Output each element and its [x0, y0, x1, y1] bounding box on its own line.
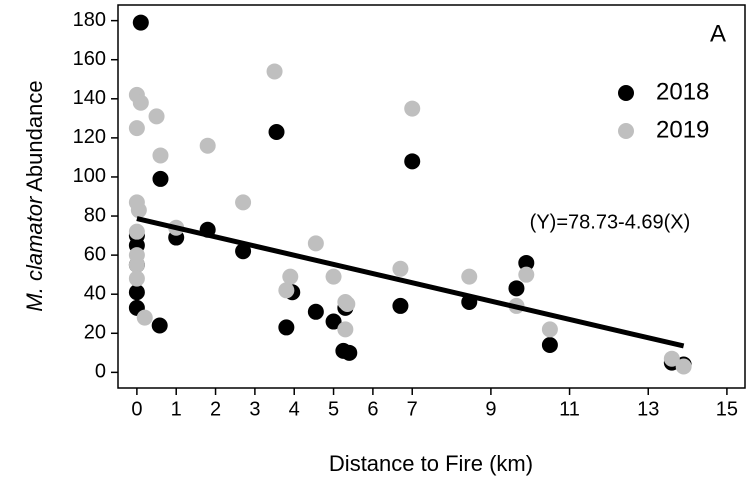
data-point — [541, 321, 558, 338]
data-point — [282, 268, 299, 285]
data-point — [132, 14, 149, 31]
legend-label: 2018 — [656, 78, 709, 105]
data-point — [148, 108, 165, 125]
data-point — [518, 266, 535, 283]
data-point — [128, 284, 145, 301]
y-tick-label: 120 — [73, 126, 106, 148]
data-point — [278, 319, 295, 336]
x-tick-label: 11 — [559, 398, 580, 420]
data-point — [325, 313, 342, 330]
data-point — [151, 317, 168, 334]
x-tick-label: 3 — [249, 398, 260, 420]
legend-label: 2019 — [656, 116, 709, 143]
data-point — [152, 170, 169, 187]
data-point — [663, 350, 680, 367]
data-point — [136, 309, 153, 326]
data-point — [307, 235, 324, 252]
data-point — [278, 282, 295, 299]
data-point — [268, 124, 285, 141]
data-point — [518, 254, 535, 271]
legend-marker — [618, 85, 634, 101]
y-tick-label: 80 — [84, 204, 106, 226]
data-point — [307, 303, 324, 320]
y-tick-label: 0 — [95, 361, 106, 383]
data-point — [128, 256, 145, 273]
panel-label: A — [710, 20, 726, 47]
x-tick-label: 0 — [131, 398, 142, 420]
y-tick-label: 140 — [73, 87, 106, 109]
data-point — [461, 268, 478, 285]
data-point — [404, 153, 421, 170]
data-point — [337, 321, 354, 338]
annotation: (Y)=78.73-4.69(X) — [530, 211, 691, 233]
x-axis-label: Distance to Fire (km) — [329, 451, 533, 476]
data-point — [128, 223, 145, 240]
fit-line — [136, 216, 685, 349]
y-axis-label: M. clamator Abundance — [22, 80, 47, 311]
legend-marker — [618, 123, 634, 139]
x-tick-label: 7 — [407, 398, 418, 420]
x-tick-label: 15 — [716, 398, 738, 420]
data-point — [541, 337, 558, 354]
x-tick-label: 4 — [289, 398, 300, 420]
y-tick-label: 160 — [73, 48, 106, 70]
data-point — [199, 137, 216, 154]
x-tick-label: 1 — [171, 398, 182, 420]
y-tick-label: 20 — [84, 322, 106, 344]
data-point — [508, 280, 525, 297]
x-tick-label: 5 — [328, 398, 339, 420]
data-point — [128, 120, 145, 137]
x-tick-label: 13 — [637, 398, 659, 420]
x-tick-label: 2 — [210, 398, 221, 420]
x-tick-label: 6 — [367, 398, 378, 420]
data-point — [266, 63, 283, 80]
data-point — [235, 194, 252, 211]
y-tick-label: 100 — [73, 165, 106, 187]
data-point — [128, 270, 145, 287]
y-tick-label: 180 — [73, 9, 106, 31]
data-point — [404, 100, 421, 117]
data-point — [325, 268, 342, 285]
data-point — [132, 94, 149, 111]
plot-frame — [117, 4, 746, 389]
y-axis-label-italic: M. clamator — [22, 195, 47, 312]
data-point — [130, 202, 147, 219]
y-axis-label-rest: Abundance — [22, 80, 47, 191]
data-point — [392, 260, 409, 277]
data-point — [339, 295, 356, 312]
y-tick-label: 60 — [84, 243, 106, 265]
data-point — [152, 147, 169, 164]
data-point — [235, 243, 252, 260]
data-point — [341, 344, 358, 361]
x-tick-label: 9 — [485, 398, 496, 420]
y-tick-label: 40 — [84, 282, 106, 304]
data-point — [392, 297, 409, 314]
data-point — [675, 358, 692, 375]
